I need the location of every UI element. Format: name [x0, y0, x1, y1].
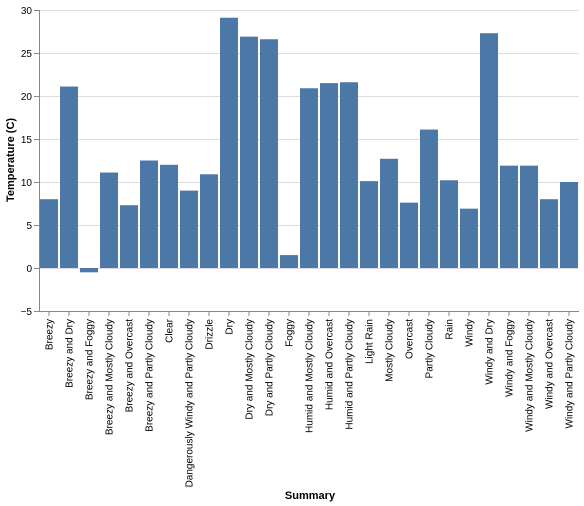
bar — [360, 181, 378, 268]
bar — [460, 208, 478, 268]
bar — [40, 199, 58, 268]
y-tick-label: 20 — [21, 92, 33, 103]
y-tick-label: 25 — [21, 49, 33, 60]
x-tick-label: Breezy and Overcast — [125, 319, 136, 413]
bar — [540, 199, 558, 268]
bar — [300, 88, 318, 268]
x-tick-label: Dangerously Windy and Partly Cloudy — [185, 319, 196, 487]
x-tick-label: Breezy and Foggy — [85, 319, 96, 400]
y-tick-label: 30 — [21, 6, 33, 17]
x-tick-label: Humid and Overcast — [325, 319, 336, 410]
bar — [480, 33, 498, 268]
bar — [220, 17, 238, 268]
x-tick-label: Dry and Partly Cloudy — [265, 319, 276, 416]
x-axis-title: Summary — [285, 490, 336, 502]
y-axis-title: Temperature (C) — [5, 118, 17, 202]
x-tick-label: Windy and Overcast — [545, 319, 556, 409]
y-axis: −5 0 5 10 15 20 25 30 — [21, 6, 40, 318]
x-tick-label: Breezy and Partly Cloudy — [145, 319, 156, 432]
x-tick-label: Mostly Cloudy — [385, 319, 396, 382]
bar — [180, 190, 198, 268]
bar — [500, 165, 518, 268]
x-tick-label: Clear — [165, 318, 176, 343]
x-tick-label: Partly Cloudy — [425, 319, 436, 378]
x-tick-label: Dry — [225, 319, 236, 335]
bar — [260, 39, 278, 268]
x-tick-label: Breezy — [45, 319, 56, 350]
bar — [440, 180, 458, 268]
bar — [160, 164, 178, 268]
bar — [140, 160, 158, 268]
y-tick-label: 10 — [21, 178, 33, 189]
x-tick-label: Dry and Mostly Cloudy — [245, 319, 256, 420]
bar — [320, 83, 338, 268]
bar — [80, 268, 98, 273]
bars — [40, 17, 578, 273]
bar — [400, 202, 418, 268]
y-tick-label: 15 — [21, 135, 33, 146]
bar — [240, 36, 258, 268]
bar — [520, 165, 538, 268]
y-tick-label: 0 — [26, 264, 32, 275]
x-tick-label: Humid and Partly Cloudy — [345, 319, 356, 430]
x-tick-label: Windy — [465, 319, 476, 347]
x-tick-label: Overcast — [405, 319, 416, 359]
x-tick-label: Windy and Foggy — [505, 319, 516, 397]
bar — [280, 255, 298, 268]
bar — [200, 174, 218, 268]
bar — [380, 158, 398, 268]
x-tick-label: Windy and Partly Cloudy — [565, 319, 576, 429]
x-tick-label: Windy and Dry — [485, 319, 496, 385]
y-tick-label: −5 — [21, 307, 33, 318]
bar — [120, 205, 138, 268]
x-tick-label: Rain — [445, 319, 456, 340]
y-tick-label: 5 — [26, 221, 32, 232]
bar — [60, 86, 78, 268]
bar — [340, 82, 358, 269]
x-axis: Breezy Breezy and Dry Breezy and Foggy Bree… — [39, 311, 579, 487]
x-tick-label: Breezy and Mostly Cloudy — [105, 319, 116, 435]
x-tick-label: Humid and Mostly Cloudy — [305, 319, 316, 433]
x-tick-label: Drizzle — [205, 319, 216, 350]
x-tick-label: Light Rain — [365, 319, 376, 364]
bar — [560, 182, 578, 268]
x-tick-label: Breezy and Dry — [65, 319, 76, 388]
x-tick-label: Foggy — [285, 319, 296, 347]
x-tick-label: Windy and Mostly Cloudy — [525, 319, 536, 432]
bar — [100, 172, 118, 268]
bar — [420, 129, 438, 268]
